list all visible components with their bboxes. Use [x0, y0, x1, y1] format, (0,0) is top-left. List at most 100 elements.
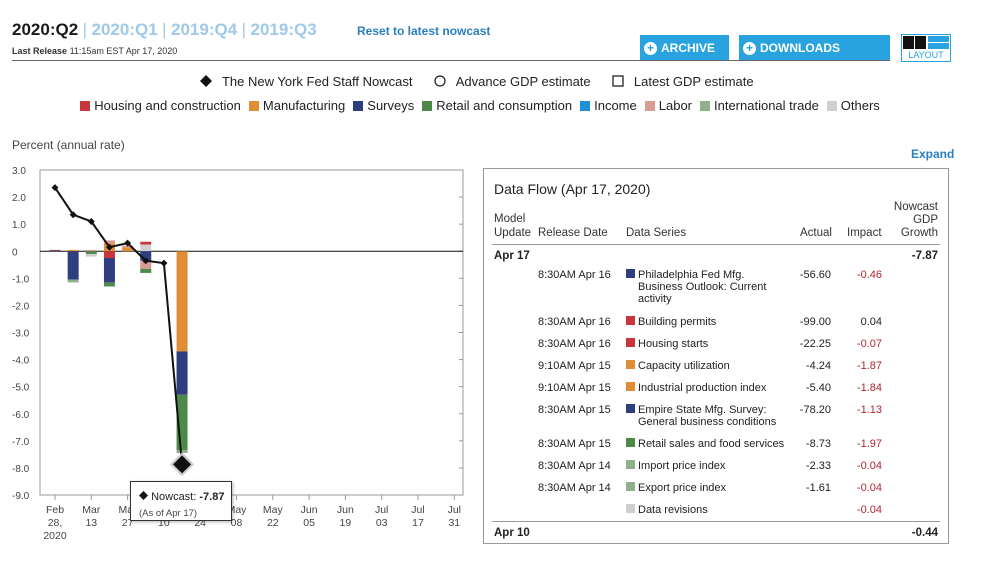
x-tick-label: 2020: [43, 530, 67, 542]
nowcast-point: [51, 184, 59, 192]
nowcast-point: [105, 243, 113, 251]
row-actual: -2.33: [805, 460, 831, 472]
header-divider: [492, 244, 940, 245]
expand-link[interactable]: Expand: [911, 147, 955, 161]
layout-label: LAYOUT: [908, 50, 944, 60]
nowcast-point: [160, 259, 168, 267]
row-data-series[interactable]: Philadelphia Fed Mfg. Business Outlook: C…: [626, 269, 786, 305]
archive-button[interactable]: + ARCHIVE: [640, 35, 729, 61]
legend-latest-gdp[interactable]: Latest GDP estimate: [612, 74, 759, 89]
tooltip-label: Nowcast:: [151, 491, 197, 503]
series-swatch: [626, 382, 635, 391]
legend-category-label: Manufacturing: [262, 98, 346, 113]
legend-category-item[interactable]: Labor: [644, 98, 692, 113]
row-data-series[interactable]: Export price index: [626, 482, 786, 494]
series-line: General business conditions: [638, 416, 777, 428]
bar-segment: [176, 450, 188, 454]
bar-segment: [140, 241, 152, 245]
bar-segment: [140, 251, 152, 261]
tab-2020q1[interactable]: 2020:Q1: [91, 20, 158, 39]
series-line: Building permits: [638, 316, 717, 328]
reset-nowcast-link[interactable]: Reset to latest nowcast: [357, 24, 491, 38]
tab-2020q2[interactable]: 2020:Q2: [12, 20, 79, 39]
legend-category-label: Labor: [658, 98, 692, 113]
legend-swatch: [644, 101, 655, 111]
legend-advance-gdp[interactable]: Advance GDP estimate: [434, 74, 600, 89]
row-data-series[interactable]: Retail sales and food services: [626, 438, 786, 450]
row-release-date: 9:10AM Apr 15: [538, 382, 611, 394]
plus-icon: +: [743, 41, 756, 55]
row-release-date: 8:30AM Apr 15: [538, 438, 611, 450]
row-data-series[interactable]: Building permits: [626, 316, 786, 328]
tab-separator: |: [82, 20, 88, 39]
row-impact: -0.04: [856, 460, 882, 472]
series-swatch: [626, 460, 635, 469]
y-tick-label: -2.0: [12, 301, 30, 312]
row-impact: -1.87: [856, 360, 882, 372]
row-data-series[interactable]: Import price index: [626, 460, 786, 472]
legend-advance-gdp-label: Advance GDP estimate: [455, 74, 591, 89]
x-tick-label: Jul: [375, 504, 388, 516]
row-actual: -78.20: [799, 404, 831, 416]
header-model-update-l2: Update: [494, 227, 532, 239]
header-impact: Impact: [847, 227, 882, 239]
row-data-series[interactable]: Capacity utilization: [626, 360, 786, 372]
x-tick-label: 13: [85, 517, 97, 529]
group-date-apr10: Apr 10: [494, 527, 530, 539]
downloads-button[interactable]: + DOWNLOADS: [739, 35, 890, 61]
plus-icon: +: [644, 41, 657, 55]
row-release-date: 8:30AM Apr 15: [538, 404, 611, 416]
legend-categories: Housing and construction Manufacturing Sur…: [0, 98, 960, 113]
legend-category-item[interactable]: Housing and construction: [80, 98, 241, 113]
nowcast-line: [54, 187, 184, 465]
x-tick-label: 05: [303, 517, 315, 529]
legend-category-label: Income: [594, 98, 637, 113]
row-data-series[interactable]: Data revisions: [626, 504, 786, 516]
row-actual: -99.00: [799, 316, 831, 328]
bar-segment: [103, 282, 115, 287]
legend-category-item[interactable]: International trade: [700, 98, 819, 113]
nowcast-chart: 3.0 2.0 1.0 0 -1.0 -2.0 -3.0 -4.0 -5.0 -6.0 -7.0 -8…: [12, 166, 464, 542]
legend-category-item[interactable]: Retail and consumption: [422, 98, 572, 113]
series-line: Capacity utilization: [638, 360, 730, 372]
nowcast-point: [173, 455, 192, 474]
header-release-date: Release Date: [538, 227, 608, 239]
x-tick-label: 03: [376, 517, 388, 529]
tooltip-sub: (As of Apr 17): [139, 508, 198, 519]
tab-2019q4[interactable]: 2019:Q4: [171, 20, 238, 39]
layout-button[interactable]: [901, 34, 951, 62]
nowcast-point: [124, 239, 132, 247]
last-release-value: 11:15am EST Apr 17, 2020: [69, 46, 178, 56]
legend-category-item[interactable]: Manufacturing: [248, 98, 346, 113]
series-line: Philadelphia Fed Mfg.: [638, 269, 745, 281]
plot-frame: [39, 169, 464, 496]
y-tick-label: 2.0: [12, 193, 26, 204]
legend-category-item[interactable]: Income: [580, 98, 637, 113]
row-impact: -1.84: [856, 382, 882, 394]
bar-segment: [176, 351, 188, 395]
y-tick-label: -1.0: [12, 274, 30, 285]
series-line: Empire State Mfg. Survey:: [638, 404, 767, 416]
bar-segment: [140, 260, 152, 269]
y-tick-label: -4.0: [12, 356, 30, 367]
row-impact: -0.46: [856, 269, 882, 281]
y-tick-label: -5.0: [12, 383, 30, 394]
legend-category-item[interactable]: Surveys: [353, 98, 414, 113]
legend-nowcast[interactable]: The New York Fed Staff Nowcast: [200, 74, 422, 89]
tab-2019q3[interactable]: 2019:Q3: [250, 20, 317, 39]
legend-markers: The New York Fed Staff Nowcast Advance G…: [0, 74, 960, 89]
y-tick-label: 1.0: [12, 220, 26, 231]
row-data-series[interactable]: Industrial production index: [626, 382, 786, 394]
bar-segment: [67, 279, 79, 283]
y-tick-label: -7.0: [12, 437, 30, 448]
series-line: Import price index: [638, 460, 726, 472]
row-data-series[interactable]: Housing starts: [626, 338, 786, 350]
legend-category-item[interactable]: Others: [826, 98, 880, 113]
group-divider: [492, 521, 940, 522]
x-tick-label: May: [263, 504, 284, 516]
bar-segment: [103, 258, 115, 283]
bar-segment: [67, 251, 79, 280]
bar-segment: [67, 249, 79, 252]
series-swatch: [626, 438, 635, 447]
row-data-series[interactable]: Empire State Mfg. Survey: General busines…: [626, 404, 786, 428]
